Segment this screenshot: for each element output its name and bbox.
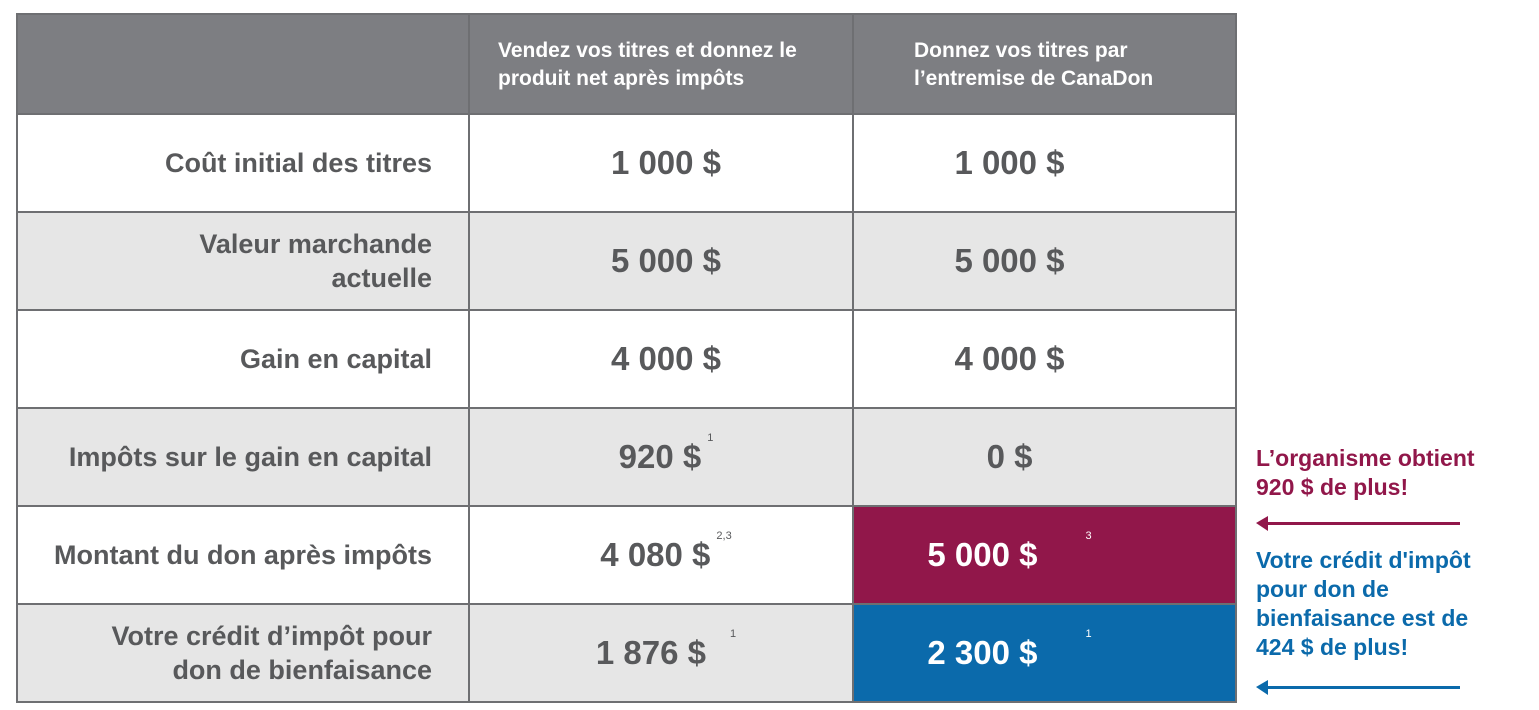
note-line: Votre crédit d'impôt	[1256, 547, 1471, 573]
sell-value-cell: 4 080 $2,3	[468, 505, 854, 605]
row-label: Montant du don après impôts	[16, 505, 470, 605]
row-label: Valeur marchande actuelle	[16, 211, 470, 311]
sell-value: 4 080 $2,3	[600, 530, 732, 573]
sell-value: 1 876 $1	[595, 628, 737, 671]
note-line: bienfaisance est de	[1256, 605, 1469, 631]
table-row: Impôts sur le gain en capital 920 $1 0 $	[16, 407, 1237, 507]
organization-gain-note: L’organisme obtient 920 $ de plus!	[1256, 444, 1526, 502]
header-sell-line2: produit net après impôts	[498, 67, 745, 90]
table-row: Coût initial des titres 1 000 $ 1 000 $	[16, 113, 1237, 213]
header-donate-line1: Donnez vos titres par	[914, 39, 1128, 62]
footnote-ref: 1	[1085, 628, 1092, 640]
header-donate-line2: l’entremise de CanaDon	[914, 67, 1154, 90]
footnote-ref: 3	[1085, 530, 1092, 542]
sell-value-cell: 4 000 $	[468, 309, 854, 409]
donate-value-cell-highlight: 2 300 $1	[852, 603, 1237, 703]
footnote-ref: 2,3	[716, 530, 732, 542]
donate-value-cell-highlight: 5 000 $3	[852, 505, 1237, 605]
note-line: 424 $ de plus!	[1256, 634, 1409, 660]
row-label: Coût initial des titres	[16, 113, 470, 213]
note-line: L’organisme obtient	[1256, 445, 1475, 471]
header-donate-column: Donnez vos titres par l’entremise de Can…	[852, 13, 1237, 115]
header-sell-column: Vendez vos titres et donnez le produit n…	[468, 13, 854, 115]
note-line: pour don de	[1256, 576, 1389, 602]
donate-value: 2 300 $1	[927, 628, 1092, 671]
sell-value-cell: 1 000 $	[468, 113, 854, 213]
row-label: Gain en capital	[16, 309, 470, 409]
arrow-left-icon	[1256, 680, 1460, 695]
donate-value: 4 000 $	[954, 340, 1065, 377]
header-empty-cell	[16, 13, 470, 115]
donate-value: 1 000 $	[954, 144, 1065, 181]
comparison-table: Vendez vos titres et donnez le produit n…	[16, 13, 1237, 703]
table-row: Montant du don après impôts 4 080 $2,3 5…	[16, 505, 1237, 605]
sell-value: 4 000 $	[610, 340, 722, 377]
donate-value: 5 000 $3	[927, 530, 1092, 573]
donate-value: 5 000 $	[954, 242, 1065, 279]
donate-value-cell: 1 000 $	[852, 113, 1237, 213]
table-row: Votre crédit d’impôt pour don de bienfai…	[16, 603, 1237, 703]
sell-value-cell: 1 876 $1	[468, 603, 854, 703]
table-row: Valeur marchande actuelle 5 000 $ 5 000 …	[16, 211, 1237, 311]
donate-value-cell: 4 000 $	[852, 309, 1237, 409]
tax-credit-note: Votre crédit d'impôt pour don de bienfai…	[1256, 546, 1526, 662]
row-label: Votre crédit d’impôt pour don de bienfai…	[16, 603, 470, 703]
note-line: 920 $ de plus!	[1256, 474, 1409, 500]
donate-value: 0 $	[986, 438, 1033, 475]
arrow-left-icon	[1256, 516, 1460, 531]
table-row: Gain en capital 4 000 $ 4 000 $	[16, 309, 1237, 409]
row-label: Impôts sur le gain en capital	[16, 407, 470, 507]
table-header-row: Vendez vos titres et donnez le produit n…	[16, 13, 1237, 115]
sell-value: 5 000 $	[610, 242, 722, 279]
sell-value: 1 000 $	[610, 144, 722, 181]
sell-value-cell: 920 $1	[468, 407, 854, 507]
header-sell-line1: Vendez vos titres et donnez le	[498, 39, 797, 62]
footnote-ref: 1	[729, 628, 737, 640]
donate-value-cell: 0 $	[852, 407, 1237, 507]
donate-value-cell: 5 000 $	[852, 211, 1237, 311]
footnote-ref: 1	[707, 432, 714, 444]
sell-value: 920 $1	[618, 432, 714, 475]
sell-value-cell: 5 000 $	[468, 211, 854, 311]
